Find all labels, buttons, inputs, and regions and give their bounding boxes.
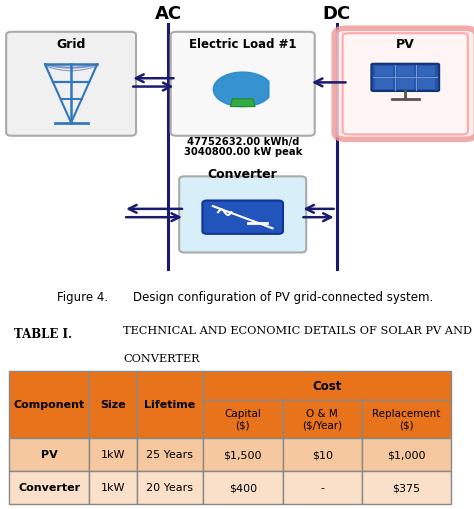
Text: 20 Years: 20 Years [146,483,193,492]
Text: TECHNICAL AND ECONOMIC DETAILS OF SOLAR PV AND: TECHNICAL AND ECONOMIC DETAILS OF SOLAR … [123,325,472,335]
Text: Replacement
($): Replacement ($) [372,408,441,430]
Text: 47752632.00 kWh/d: 47752632.00 kWh/d [186,137,299,147]
FancyBboxPatch shape [6,33,136,136]
Text: 25 Years: 25 Years [146,449,193,459]
Bar [283,438,362,471]
Bar [375,67,392,77]
Polygon shape [230,100,255,107]
Bar [89,471,137,504]
Bar [89,372,137,438]
Text: 1kW: 1kW [101,483,125,492]
Bar [9,438,89,471]
Bar [283,471,362,504]
Text: Figure 4.: Figure 4. [57,291,108,303]
Text: $1,000: $1,000 [387,449,426,459]
Bar [362,471,451,504]
Polygon shape [213,73,269,107]
Text: $10: $10 [312,449,333,459]
Bar [137,471,203,504]
Bar [396,79,414,90]
Text: -: - [320,483,324,492]
Text: $400: $400 [228,483,257,492]
Bar [396,67,414,77]
Text: TABLE I.: TABLE I. [14,327,73,341]
Text: Electric Load #1: Electric Load #1 [189,38,296,51]
Bar [137,438,203,471]
FancyBboxPatch shape [179,177,306,253]
Text: $1,500: $1,500 [223,449,262,459]
Text: Lifetime: Lifetime [144,400,195,410]
Text: Component: Component [14,400,85,410]
Bar [9,372,89,438]
Text: Capital
($): Capital ($) [224,408,261,430]
Text: Design configuration of PV grid-connected system.: Design configuration of PV grid-connecte… [133,291,433,303]
Text: CONVERTER: CONVERTER [123,353,200,363]
FancyBboxPatch shape [343,34,468,135]
Bar [362,438,451,471]
FancyBboxPatch shape [202,201,283,235]
FancyBboxPatch shape [334,29,474,140]
Bar [203,401,283,438]
Text: Size: Size [100,400,126,410]
Bar [362,401,451,438]
Text: 3040800.00 kW peak: 3040800.00 kW peak [183,147,302,157]
Bar [137,372,203,438]
Bar [89,438,137,471]
FancyBboxPatch shape [372,65,439,92]
Bar [9,471,89,504]
Text: Converter: Converter [208,168,278,181]
Text: Converter: Converter [18,483,81,492]
Bar [375,79,392,90]
Text: PV: PV [41,449,58,459]
Bar [418,67,435,77]
Text: Cost: Cost [312,380,342,392]
Text: O & M
($/Year): O & M ($/Year) [302,408,342,430]
FancyBboxPatch shape [171,33,315,136]
Bar [203,471,283,504]
Text: Grid: Grid [56,38,86,51]
Text: $375: $375 [392,483,420,492]
Bar [203,438,283,471]
Bar [203,372,451,401]
Bar [418,79,435,90]
Text: 1kW: 1kW [101,449,125,459]
Text: AC: AC [155,5,182,23]
Text: DC: DC [322,5,351,23]
Bar [283,401,362,438]
Text: PV: PV [396,38,415,51]
